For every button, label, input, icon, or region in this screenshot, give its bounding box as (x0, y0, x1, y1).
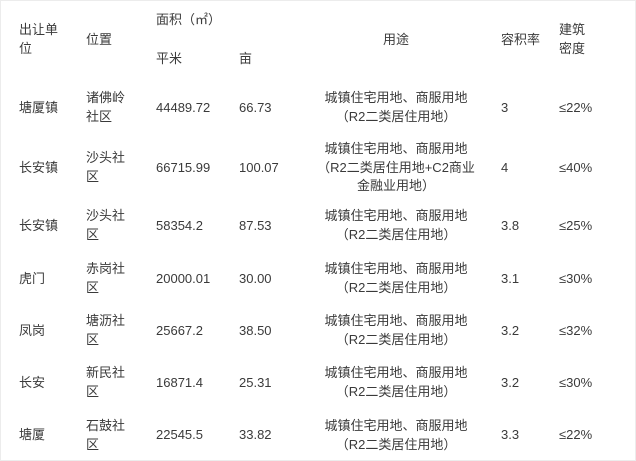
column-header-area-mu: 亩 (239, 51, 253, 67)
cell-usage: 城镇住宅用地、商服用地 （R2二类居住用地） (324, 90, 468, 124)
cell-unit: 长安镇 (19, 159, 59, 175)
cell-location: 诸佛岭社区 (86, 90, 126, 124)
cell-unit: 长安 (19, 374, 46, 390)
cell-building-density: ≤40% (559, 159, 593, 175)
column-header-location: 位置 (86, 31, 113, 47)
cell-plot-ratio: 3.2 (501, 322, 520, 338)
table-row: 长安 新民社区 16871.4 25.31 城镇住宅用地、商服用地 （R2二类居… (1, 357, 635, 409)
cell-plot-ratio: 3.8 (501, 217, 520, 233)
cell-area-sqm: 25667.2 (156, 322, 203, 338)
table-row: 长安镇 沙头社区 66715.99 100.07 城镇住宅用地、商服用地 （R2… (1, 137, 635, 199)
table-body: 塘厦镇 诸佛岭社区 44489.72 66.73 城镇住宅用地、商服用地 （R2… (1, 79, 635, 460)
cell-location: 沙头社区 (86, 150, 126, 184)
cell-area-sqm: 22545.5 (156, 427, 203, 443)
cell-building-density: ≤25% (559, 217, 593, 233)
cell-area-sqm: 44489.72 (156, 99, 211, 115)
cell-unit: 长安镇 (19, 217, 59, 233)
cell-area-sqm: 58354.2 (156, 217, 203, 233)
cell-area-mu: 66.73 (239, 99, 272, 115)
cell-area-mu: 30.00 (239, 270, 272, 286)
cell-location: 新民社区 (86, 365, 126, 399)
column-header-area-sqm: 平米 (156, 51, 183, 67)
cell-area-sqm: 66715.99 (156, 159, 211, 175)
cell-area-mu: 87.53 (239, 217, 272, 233)
cell-unit: 虎门 (19, 270, 46, 286)
cell-area-sqm: 16871.4 (156, 374, 203, 390)
cell-usage: 城镇住宅用地、商服用地 （R2二类居住用地） (324, 313, 468, 347)
cell-unit: 塘厦 (19, 427, 46, 443)
cell-location: 沙头社区 (86, 208, 126, 242)
column-header-usage: 用途 (383, 31, 410, 47)
cell-building-density: ≤30% (559, 270, 593, 286)
cell-area-mu: 25.31 (239, 374, 272, 390)
cell-area-mu: 100.07 (239, 159, 279, 175)
cell-building-density: ≤22% (559, 427, 593, 443)
table-row: 凤岗 塘沥社区 25667.2 38.50 城镇住宅用地、商服用地 （R2二类居… (1, 305, 635, 357)
cell-usage: 城镇住宅用地、商服用地 （R2二类居住用地） (324, 208, 468, 242)
column-header-building-density: 建筑密度 (559, 22, 586, 56)
column-header-unit: 出让单位 (19, 22, 59, 56)
header-row-2: 平米 亩 (1, 40, 635, 79)
cell-location: 塘沥社区 (86, 313, 126, 347)
cell-building-density: ≤22% (559, 99, 593, 115)
cell-unit: 凤岗 (19, 322, 46, 338)
cell-area-mu: 38.50 (239, 322, 272, 338)
cell-usage: 城镇住宅用地、商服用地 （R2二类居住用地+C2商业 金融业用地） (317, 140, 475, 194)
column-header-plot-ratio: 容积率 (501, 31, 541, 47)
cell-usage: 城镇住宅用地、商服用地 （R2二类居住用地） (324, 365, 468, 399)
cell-area-mu: 33.82 (239, 427, 272, 443)
table-row: 塘厦镇 诸佛岭社区 44489.72 66.73 城镇住宅用地、商服用地 （R2… (1, 79, 635, 137)
table-row: 长安镇 沙头社区 58354.2 87.53 城镇住宅用地、商服用地 （R2二类… (1, 199, 635, 253)
column-header-area-group: 面积（㎡） (156, 12, 222, 28)
cell-building-density: ≤32% (559, 322, 593, 338)
cell-plot-ratio: 3.2 (501, 374, 520, 390)
table-row: 塘厦 石鼓社区 22545.5 33.82 城镇住宅用地、商服用地 （R2二类居… (1, 409, 635, 460)
cell-usage: 城镇住宅用地、商服用地 （R2二类居住用地） (324, 261, 468, 295)
cell-area-sqm: 20000.01 (156, 270, 211, 286)
cell-unit: 塘厦镇 (19, 99, 59, 115)
cell-plot-ratio: 4 (501, 159, 509, 175)
header-row-1: 出让单位 位置 面积（㎡） 用途 容积率 建筑密度 (1, 1, 635, 56)
cell-usage: 城镇住宅用地、商服用地 （R2二类居住用地） (324, 417, 468, 452)
cell-location: 赤岗社区 (86, 261, 126, 295)
cell-plot-ratio: 3.1 (501, 270, 520, 286)
cell-location: 石鼓社区 (86, 417, 126, 452)
table-row: 虎门 赤岗社区 20000.01 30.00 城镇住宅用地、商服用地 （R2二类… (1, 253, 635, 305)
table-header: 出让单位 位置 面积（㎡） 用途 容积率 建筑密度 平米 亩 (1, 1, 635, 79)
cell-plot-ratio: 3.3 (501, 427, 520, 443)
cell-building-density: ≤30% (559, 374, 593, 390)
cell-plot-ratio: 3 (501, 99, 509, 115)
